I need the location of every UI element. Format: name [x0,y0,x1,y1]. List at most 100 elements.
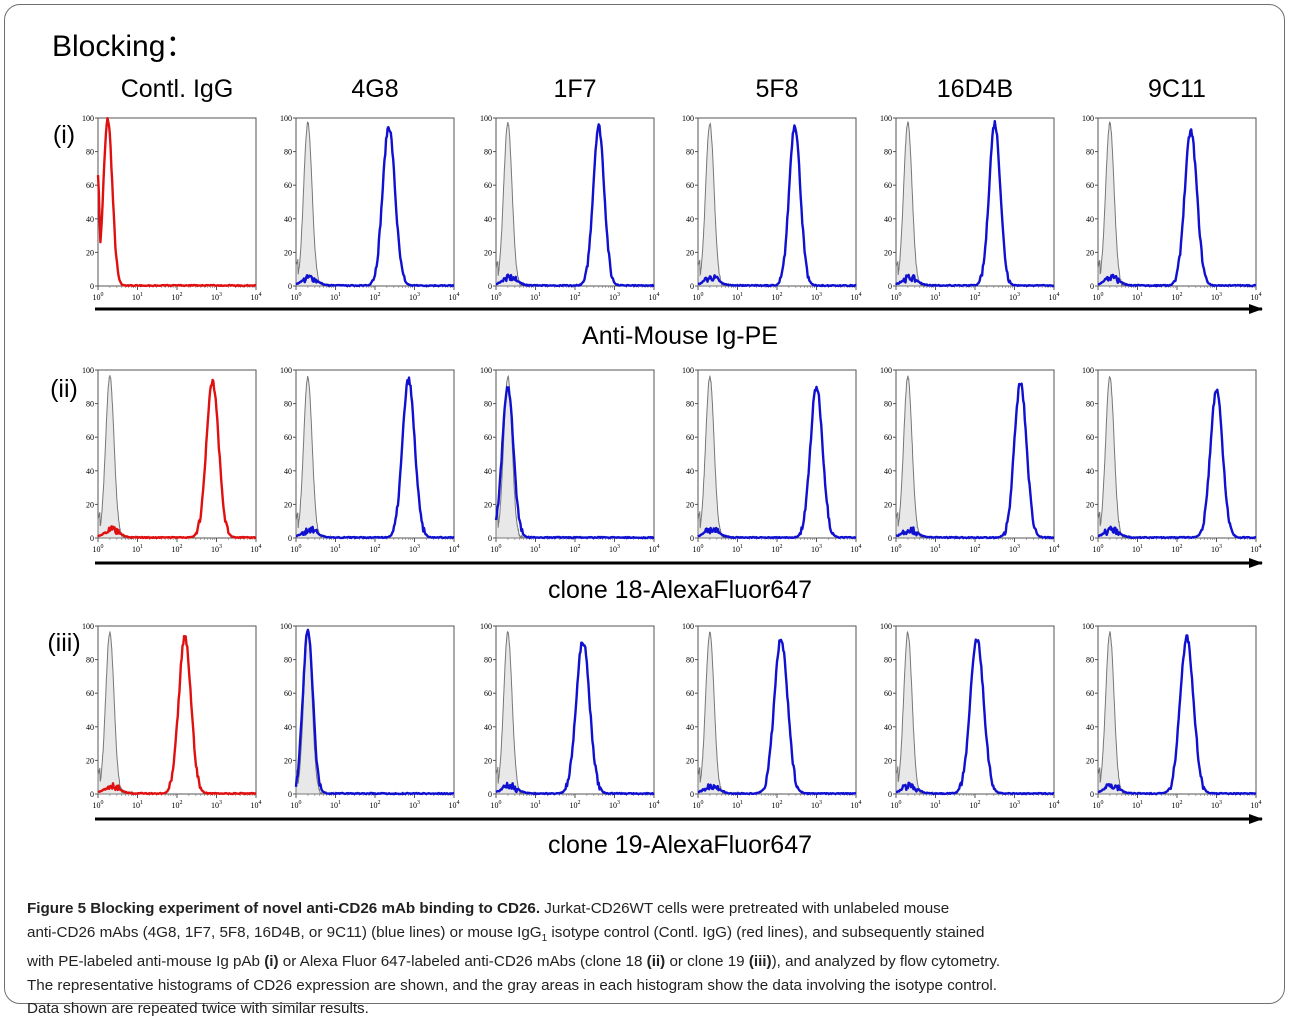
x-tick-label: 103 [811,800,822,810]
y-tick-label: 20 [884,500,892,509]
x-tick-label: 102 [1172,544,1183,554]
y-tick-label: 100 [280,114,292,123]
x-tick-label: 100 [1093,544,1104,554]
y-tick-label: 40 [284,215,292,224]
antibody-histogram-line [697,638,857,796]
y-tick-label: 100 [82,114,94,123]
x-tick-label: 100 [491,292,502,302]
row-label: (ii) [50,375,78,403]
x-tick-label: 102 [370,800,381,810]
y-tick-label: 0 [90,534,94,543]
y-tick-label: 20 [1086,248,1094,257]
y-tick-label: 100 [682,366,694,375]
x-tick-label: 102 [370,292,381,302]
y-tick-label: 0 [488,790,492,799]
x-tick-label: 103 [1009,800,1020,810]
caption-line-3: with PE-labeled anti-mouse Ig pAb (i) or… [27,950,1277,974]
column-header: 1F7 [553,75,596,103]
histogram-panel: 0 20 40 60 80 100 100 101 102 103 104 [682,114,862,302]
x-tick-label: 104 [851,544,862,554]
x-tick-label: 102 [370,544,381,554]
x-tick-label: 103 [811,292,822,302]
x-tick-label: 104 [649,292,660,302]
x-tick-label: 102 [570,544,581,554]
y-tick-label: 60 [86,433,94,442]
y-tick-label: 0 [90,790,94,799]
y-tick-label: 0 [888,534,892,543]
plot-frame [1097,625,1257,795]
y-tick-label: 80 [86,148,94,157]
figure-heading: Blocking： [52,30,195,63]
x-tick-label: 103 [409,292,420,302]
histogram-panel: 0 20 40 60 80 100 100 101 102 103 104 [480,622,660,810]
x-tick-label: 103 [609,292,620,302]
plot-frame [697,625,857,795]
antibody-histogram-line [294,628,455,796]
y-tick-label: 40 [1086,215,1094,224]
y-tick-label: 20 [484,248,492,257]
y-tick-label: 80 [86,656,94,665]
y-tick-label: 60 [284,181,292,190]
x-tick-label: 103 [1211,800,1222,810]
y-tick-label: 20 [686,756,694,765]
y-tick-label: 100 [880,114,892,123]
y-tick-label: 40 [884,215,892,224]
histogram-panel: 0 20 40 60 80 100 100 101 102 103 104 [880,622,1060,810]
histogram-panel: 0 20 40 60 80 100 100 101 102 103 104 [1082,114,1262,302]
y-tick-label: 100 [480,114,492,123]
y-tick-label: 20 [484,756,492,765]
x-tick-label: 100 [491,544,502,554]
row-label: (iii) [47,629,80,657]
x-tick-label: 102 [172,800,183,810]
antibody-histogram-line [895,638,1055,796]
histogram-panel: 0 20 40 60 80 100 100 101 102 103 104 [880,114,1060,302]
axis-label: clone 18-AlexaFluor647 [548,576,812,604]
antibody-histogram-line [1097,634,1257,796]
x-tick-label: 104 [649,544,660,554]
y-tick-label: 20 [1086,500,1094,509]
y-tick-label: 80 [686,148,694,157]
plot-frame [97,117,257,287]
x-tick-label: 101 [530,292,541,302]
y-tick-label: 40 [686,467,694,476]
y-tick-label: 20 [86,248,94,257]
y-tick-label: 60 [484,181,492,190]
y-tick-label: 0 [288,534,292,543]
y-tick-label: 0 [90,282,94,291]
x-tick-label: 104 [1049,292,1060,302]
y-tick-label: 80 [484,400,492,409]
x-tick-label: 103 [1211,544,1222,554]
plot-frame [295,117,455,287]
histogram-panel: 0 20 40 60 80 100 100 101 102 103 104 [280,622,460,810]
y-tick-label: 0 [690,790,694,799]
y-tick-label: 60 [284,689,292,698]
x-tick-label: 100 [93,292,104,302]
y-tick-label: 60 [484,433,492,442]
y-tick-label: 0 [1090,534,1094,543]
plot-frame [97,369,257,539]
histogram-panel: 0 20 40 60 80 100 100 101 102 103 104 [82,366,262,554]
x-tick-label: 101 [732,292,743,302]
histogram-panel: 0 20 40 60 80 100 100 101 102 103 104 [480,366,660,554]
row-label: (i) [53,121,75,149]
y-tick-label: 40 [86,215,94,224]
plot-frame [1097,369,1257,539]
y-tick-label: 80 [86,400,94,409]
antibody-histogram-line [697,385,857,540]
x-tick-label: 104 [1049,800,1060,810]
caption-text-3b: or Alexa Fluor 647-labeled anti-CD26 mAb… [278,953,647,971]
y-tick-label: 60 [686,689,694,698]
x-tick-label: 100 [693,800,704,810]
x-tick-label: 102 [772,544,783,554]
x-tick-label: 102 [172,544,183,554]
y-tick-label: 20 [86,756,94,765]
caption-text-3a: with PE-labeled anti-mouse Ig pAb [27,953,265,971]
x-tick-label: 101 [530,544,541,554]
x-tick-label: 102 [1172,292,1183,302]
x-tick-label: 101 [330,544,341,554]
y-tick-label: 80 [686,656,694,665]
x-tick-label: 100 [891,800,902,810]
y-tick-label: 100 [1082,622,1094,631]
plot-frame [895,117,1055,287]
x-tick-label: 101 [132,544,143,554]
